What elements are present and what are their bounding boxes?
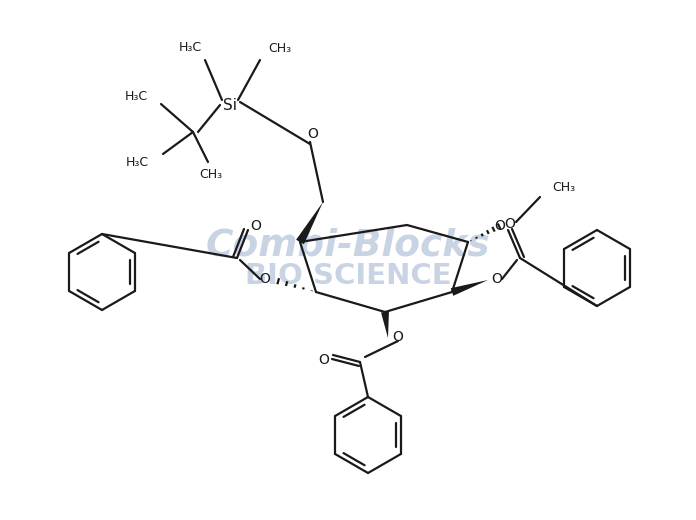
Text: O: O xyxy=(251,219,262,233)
Text: H₃C: H₃C xyxy=(126,155,149,168)
Polygon shape xyxy=(451,280,488,296)
Text: O: O xyxy=(308,127,319,141)
Text: O: O xyxy=(319,353,329,367)
Polygon shape xyxy=(381,311,389,338)
Text: CH₃: CH₃ xyxy=(268,42,291,55)
Text: Si: Si xyxy=(223,98,237,112)
Polygon shape xyxy=(296,202,323,244)
Text: O: O xyxy=(491,272,503,286)
Text: O: O xyxy=(495,219,505,233)
Text: O: O xyxy=(505,217,516,231)
Text: CH₃: CH₃ xyxy=(552,180,575,193)
Text: O: O xyxy=(393,330,404,344)
Text: CH₃: CH₃ xyxy=(200,167,223,180)
Text: H₃C: H₃C xyxy=(125,89,148,102)
Text: Combi-Blocks: Combi-Blocks xyxy=(206,227,490,263)
Text: BIO SCIENCE: BIO SCIENCE xyxy=(245,262,451,290)
Text: H₃C: H₃C xyxy=(179,41,202,54)
Text: O: O xyxy=(260,272,271,286)
